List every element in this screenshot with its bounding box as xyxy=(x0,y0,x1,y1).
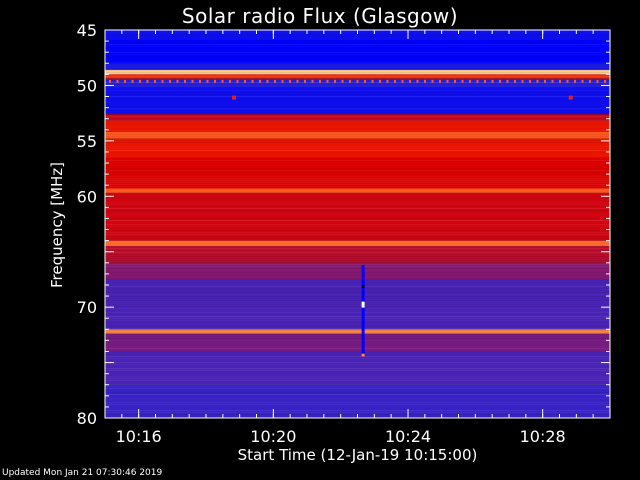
interference-dots xyxy=(109,79,606,83)
intensity-band xyxy=(105,114,610,121)
updated-timestamp: Updated Mon Jan 21 07:30:46 2019 xyxy=(2,468,163,478)
x-axis-label: Start Time (12-Jan-19 10:15:00) xyxy=(237,446,478,464)
spectrogram-plot xyxy=(105,30,610,418)
intensity-band xyxy=(105,87,610,115)
x-tick-label: 10:28 xyxy=(520,427,566,446)
intensity-band xyxy=(105,120,610,132)
intensity-band xyxy=(105,279,610,330)
x-tick-label: 10:24 xyxy=(385,427,431,446)
intensity-band xyxy=(105,333,610,352)
y-tick-label: 50 xyxy=(77,76,97,95)
intensity-band xyxy=(105,30,610,40)
burst-column xyxy=(361,265,365,358)
intensity-band xyxy=(105,246,610,263)
intensity-band xyxy=(105,138,610,158)
interference-spot xyxy=(232,95,237,100)
axes: 45 50 55 60 70 80 10:16 10:20 10:24 10:28 xyxy=(77,21,611,446)
intensity-band xyxy=(105,74,610,79)
y-tick-label: 70 xyxy=(77,298,97,317)
chart-title: Solar radio Flux (Glasgow) xyxy=(181,4,459,28)
intensity-band xyxy=(105,192,610,241)
intensity-band xyxy=(105,351,610,385)
y-tick-label: 80 xyxy=(77,409,97,428)
x-tick-label: 10:20 xyxy=(250,427,296,446)
intensity-band xyxy=(105,78,610,88)
x-tick-label: 10:16 xyxy=(116,427,162,446)
y-tick-label: 45 xyxy=(77,21,97,40)
y-tick-label: 60 xyxy=(77,187,97,206)
intensity-band xyxy=(105,329,610,334)
intensity-band xyxy=(105,384,610,418)
burst-tail xyxy=(361,353,365,357)
interference-spot xyxy=(568,95,573,100)
burst-peak xyxy=(361,301,365,308)
intensity-band xyxy=(105,131,610,139)
intensity-band xyxy=(105,262,610,280)
burst-gap xyxy=(361,284,365,288)
intensity-band xyxy=(105,240,610,247)
intensity-band xyxy=(105,63,610,70)
intensity-band xyxy=(105,157,610,189)
y-tick-label: 55 xyxy=(77,132,97,151)
noise-texture xyxy=(105,34,610,415)
intensity-band xyxy=(105,188,610,193)
intensity-band xyxy=(105,39,610,64)
intensity-band xyxy=(105,69,610,75)
y-axis-label: Frequency [MHz] xyxy=(48,161,66,289)
